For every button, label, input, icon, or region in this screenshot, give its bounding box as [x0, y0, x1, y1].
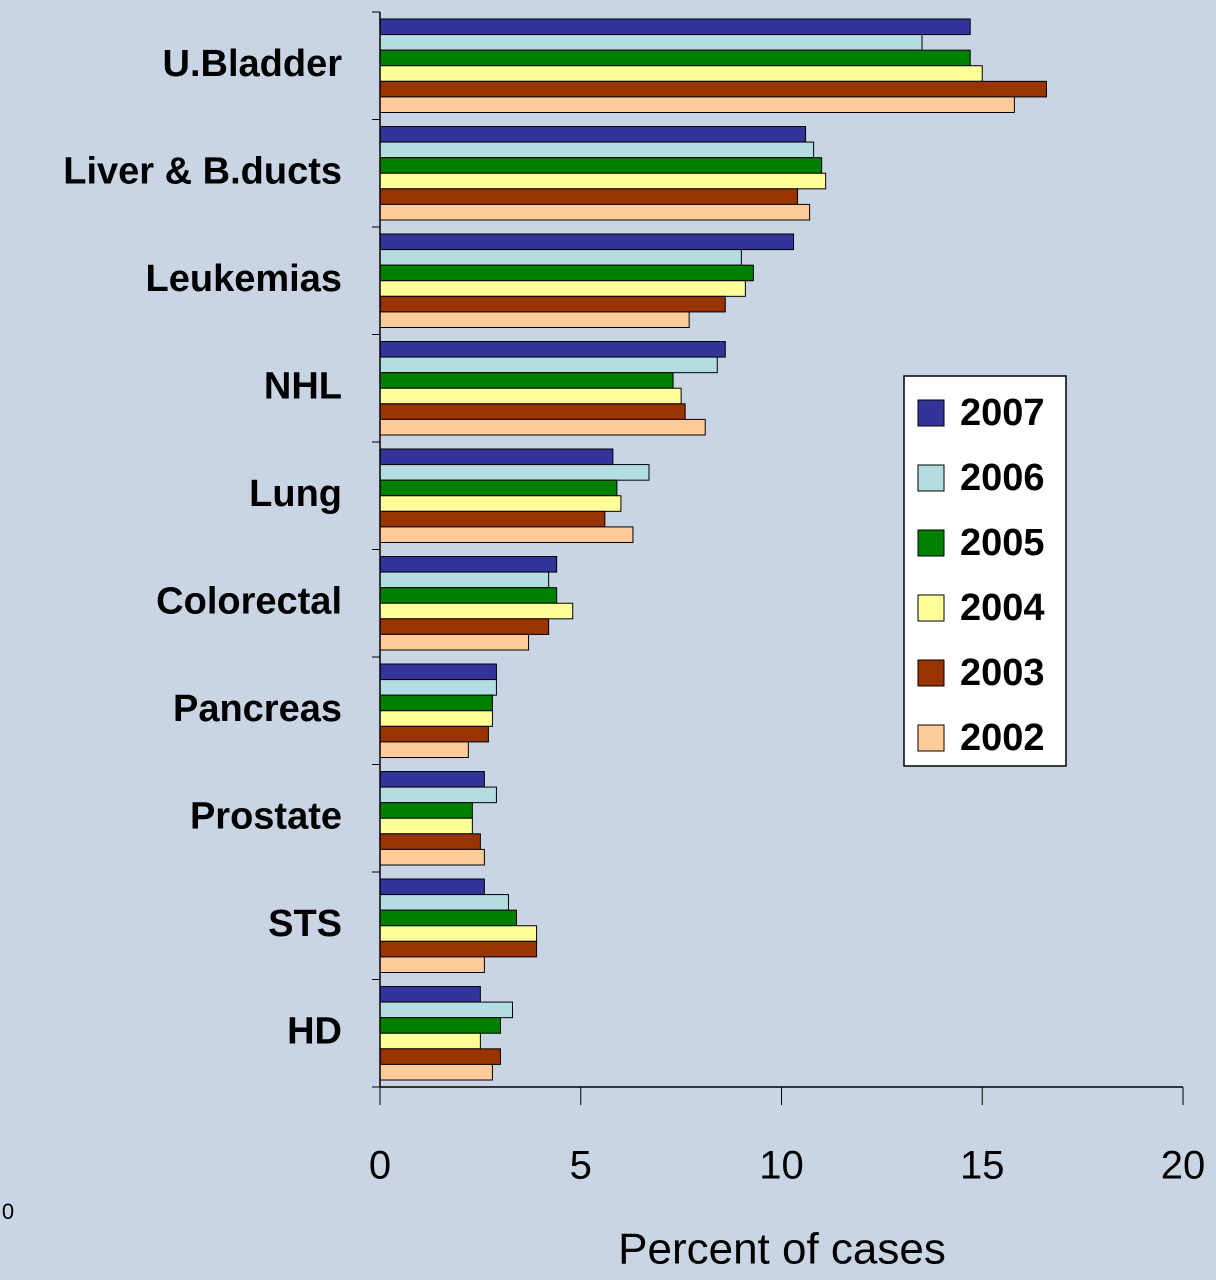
legend-label: 2003 — [960, 652, 1045, 694]
bar — [379, 618, 550, 635]
bar — [379, 80, 1047, 98]
bar — [379, 679, 497, 696]
bar — [379, 141, 815, 159]
bar — [379, 311, 690, 328]
bar — [379, 802, 473, 819]
bar — [379, 34, 923, 51]
bar — [379, 526, 634, 544]
x-axis-label: Percent of cases — [618, 1225, 946, 1274]
bar — [379, 556, 558, 573]
bar — [379, 126, 807, 143]
legend-box — [903, 375, 1067, 767]
bar — [379, 157, 823, 174]
bar — [379, 771, 485, 788]
bar — [379, 264, 754, 282]
bar — [379, 387, 682, 405]
bar — [379, 986, 481, 1003]
bar — [379, 249, 742, 266]
bar — [379, 233, 795, 251]
legend-swatch — [917, 724, 945, 752]
bar — [379, 725, 489, 743]
category-label: Prostate — [190, 795, 342, 837]
bar — [379, 633, 530, 651]
legend-label: 2002 — [960, 717, 1045, 759]
bar — [379, 663, 497, 681]
legend-swatch — [917, 659, 945, 687]
category-label: Pancreas — [173, 688, 342, 730]
bar — [379, 878, 485, 896]
bar — [379, 817, 473, 835]
bar — [379, 741, 469, 759]
bar — [379, 956, 485, 974]
bar — [379, 448, 614, 466]
bar — [379, 1017, 501, 1034]
bar — [379, 848, 485, 866]
category-label: U.Bladder — [163, 43, 343, 85]
bar — [379, 418, 706, 436]
bar — [379, 940, 538, 958]
bar — [379, 1001, 513, 1019]
legend-swatch — [917, 529, 945, 557]
category-label: Leukemias — [146, 258, 342, 300]
bar — [379, 356, 718, 374]
bar — [379, 172, 827, 190]
category-label: STS — [268, 903, 342, 945]
bar — [379, 403, 686, 420]
bar — [379, 96, 1015, 113]
annotation: 0 — [2, 1199, 14, 1224]
bar — [379, 203, 811, 221]
bar — [379, 894, 509, 911]
bar — [379, 602, 574, 620]
bar — [379, 1032, 481, 1050]
bar — [379, 909, 518, 927]
bar — [379, 18, 971, 36]
category-label: Colorectal — [156, 580, 342, 622]
bar — [379, 188, 799, 205]
category-label: Liver & B.ducts — [63, 150, 342, 192]
bar — [379, 65, 983, 82]
bar — [379, 341, 726, 358]
legend-label: 2006 — [960, 457, 1045, 499]
legend-label: 2007 — [960, 392, 1045, 434]
bar — [379, 786, 497, 804]
bar — [379, 49, 971, 67]
bar — [379, 495, 622, 512]
x-tick-label: 0 — [369, 1144, 391, 1188]
x-tick-label: 15 — [960, 1144, 1005, 1188]
bar — [379, 587, 558, 604]
bar — [379, 280, 746, 297]
x-tick-label: 5 — [570, 1144, 592, 1188]
bar — [379, 833, 481, 850]
legend-swatch — [917, 399, 945, 427]
x-tick-label: 10 — [759, 1144, 804, 1188]
bar — [379, 571, 550, 589]
bar — [379, 479, 618, 497]
legend-swatch — [917, 464, 945, 492]
bar — [379, 925, 538, 942]
category-label: Lung — [249, 473, 342, 515]
bar — [379, 1063, 493, 1081]
legend-label: 2005 — [960, 522, 1045, 564]
bar — [379, 694, 493, 712]
bar — [379, 510, 606, 528]
legend-swatch — [917, 594, 945, 622]
bar — [379, 1048, 501, 1065]
bar — [379, 295, 726, 313]
legend-label: 2004 — [960, 587, 1045, 629]
category-label: NHL — [264, 365, 342, 407]
category-label: HD — [287, 1010, 342, 1052]
bar — [379, 710, 493, 727]
bar — [379, 464, 650, 481]
bar — [379, 372, 674, 389]
x-tick-label: 20 — [1161, 1144, 1206, 1188]
